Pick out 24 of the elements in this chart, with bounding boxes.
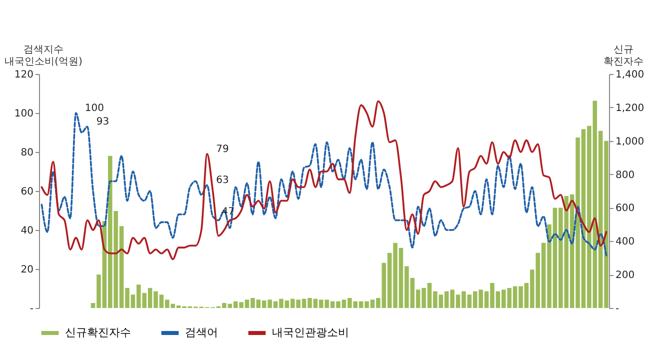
y-tick-label: 120 <box>14 70 34 80</box>
y2-tick-label: 1,200 <box>616 102 644 114</box>
data-label: 100 <box>84 103 104 114</box>
y-tick-label: 100 <box>14 108 34 120</box>
data-label: 63 <box>216 175 229 186</box>
y-tick-label: 20 <box>20 264 34 276</box>
y2-tick-label: 1,400 <box>616 70 644 80</box>
y-tick-label: 40 <box>20 226 34 236</box>
y2-tick-label: - <box>616 304 620 314</box>
data-label: 79 <box>216 144 229 155</box>
y-tick-label: - <box>30 304 34 314</box>
y2-axis-title: 신규 확진자수 <box>604 44 644 68</box>
y-axis-title: 검색지수 내국인소비(억원) <box>4 44 82 68</box>
y2-tick-label: 1,000 <box>616 136 644 148</box>
legend-label: 검색어 <box>185 326 218 339</box>
y2-tick-label: 200 <box>616 270 635 282</box>
y2-tick-label: 600 <box>616 203 635 214</box>
y2-tick-label: 400 <box>616 236 635 248</box>
y-tick-label: 60 <box>20 186 34 198</box>
data-label: 93 <box>96 116 110 128</box>
y-tick-label: 80 <box>20 148 34 158</box>
y2-tick-label: 800 <box>616 170 635 181</box>
legend-label: 내국인관광소비 <box>272 326 349 339</box>
legend-label: 신규확진자수 <box>65 326 131 339</box>
